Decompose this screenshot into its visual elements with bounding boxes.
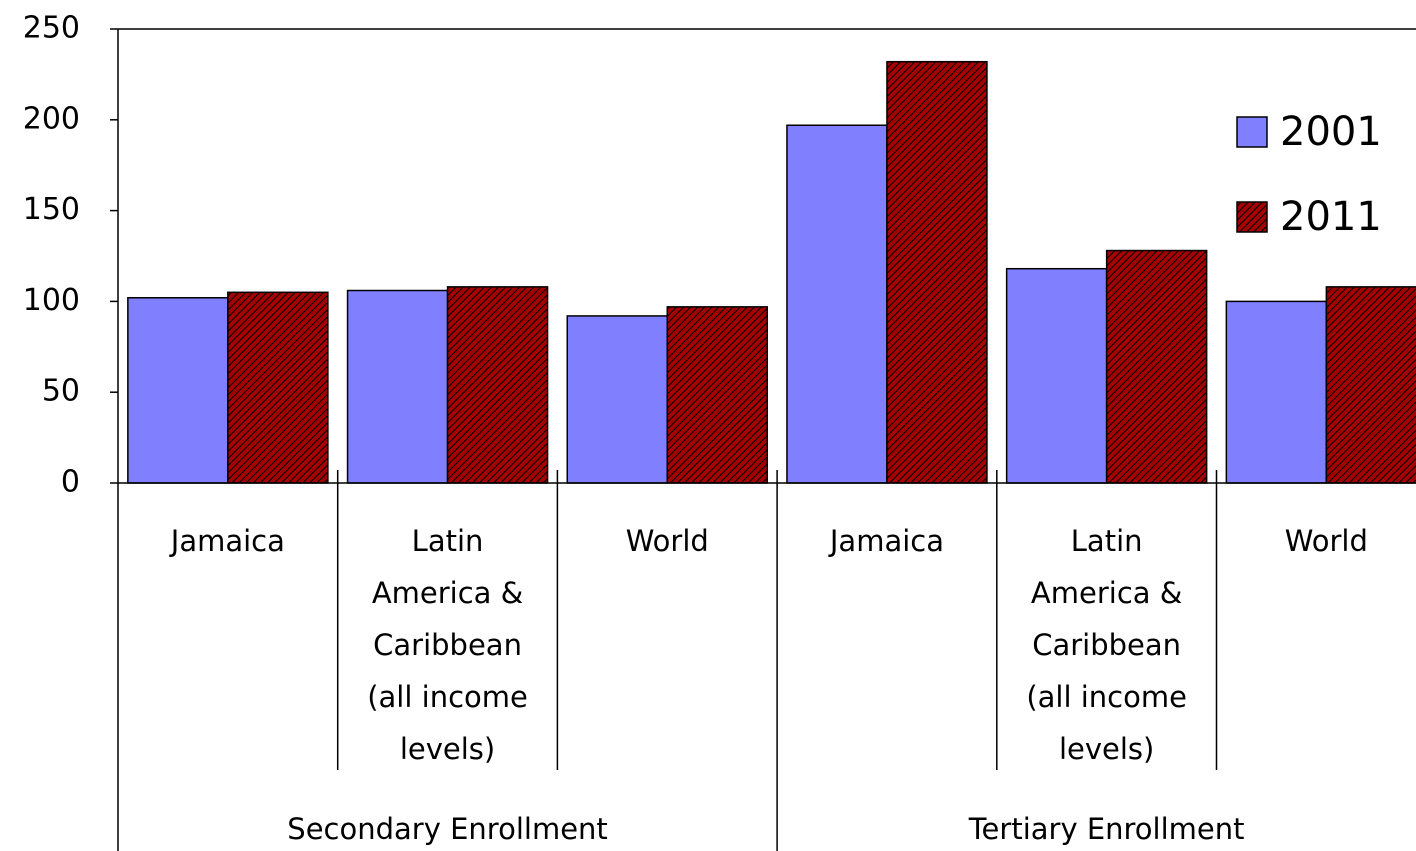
y-tick-label: 50	[42, 374, 80, 409]
group-label: Tertiary Enrollment	[968, 812, 1245, 846]
legend-swatch	[1236, 201, 1268, 233]
bar	[786, 124, 888, 484]
bar	[886, 60, 988, 484]
y-tick-label: 150	[23, 192, 80, 227]
bar	[1005, 267, 1108, 484]
legend-label: 2001	[1280, 109, 1382, 155]
bar	[666, 306, 768, 484]
bar	[346, 289, 449, 484]
y-tick-label: 250	[23, 11, 80, 46]
bar	[446, 286, 549, 484]
bar	[1105, 249, 1208, 484]
bar	[1225, 300, 1328, 484]
bar	[127, 297, 229, 484]
group-label: Secondary Enrollment	[287, 812, 608, 846]
x-tick-label: Jamaica	[170, 524, 285, 558]
y-tick-label: 100	[23, 283, 80, 318]
y-tick-label: 0	[61, 465, 80, 500]
bar	[566, 315, 668, 484]
x-tick-label: World	[625, 524, 709, 558]
bar	[1325, 286, 1416, 484]
x-tick-label: World	[1284, 524, 1368, 558]
x-tick-label: Jamaica	[829, 524, 944, 558]
x-tick-label: Latin America & Caribbean (all income le…	[367, 524, 528, 766]
legend-swatch	[1236, 116, 1268, 148]
legend-label: 2011	[1280, 194, 1382, 240]
x-tick-label: Latin America & Caribbean (all income le…	[1026, 524, 1187, 766]
y-tick-label: 200	[23, 101, 80, 136]
bar	[227, 291, 329, 484]
